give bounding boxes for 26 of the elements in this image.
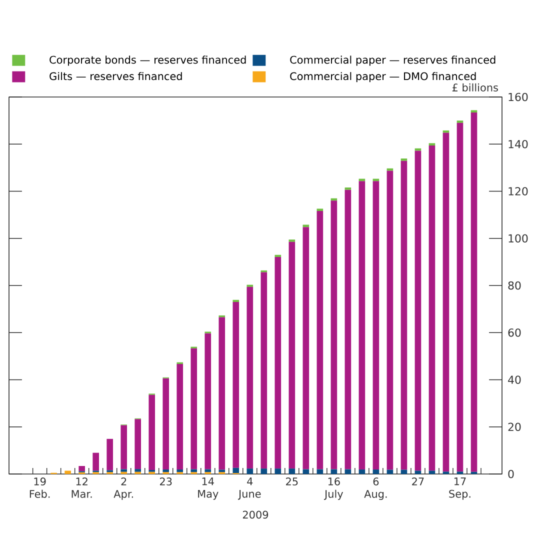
x-tick-label: 2 Apr. (114, 478, 133, 500)
x-tick-label: 17 Sep. (449, 478, 470, 500)
x-axis-title: 2009 (242, 510, 268, 519)
x-tick-label: 23 (160, 478, 172, 486)
y-tick-label: 160 (508, 92, 528, 102)
y-tick-label: 100 (508, 234, 528, 243)
y-tick-label: 80 (508, 281, 521, 290)
x-tick-label: 16 July (324, 478, 344, 500)
legend-label: Commercial paper — reserves financed (290, 56, 496, 66)
x-tick-label: 4 June (238, 478, 261, 500)
x-tick-label: 12 Mar. (72, 478, 92, 498)
y-tick-label: 20 (508, 422, 521, 432)
x-tick-label: 6 Aug. (364, 478, 387, 500)
y-tick-label: 120 (508, 187, 528, 196)
y-tick-label: 140 (508, 140, 528, 148)
y-axis-title: £ billions (452, 83, 498, 92)
y-tick-label: 0 (508, 470, 514, 478)
x-tick-label: 27 (412, 478, 424, 486)
legend-label: Gilts — reserves financed (50, 72, 182, 80)
x-tick-label: 19 Feb. (30, 478, 50, 498)
y-tick-label: 40 (508, 376, 521, 384)
legend-label: Commercial paper — DMO financed (290, 72, 476, 82)
x-tick-label: 25 (286, 478, 298, 486)
y-tick-label: 60 (508, 328, 521, 337)
legend-label: Corporate bonds — reserves financed (50, 56, 246, 66)
x-tick-label: 14 May (198, 478, 218, 500)
